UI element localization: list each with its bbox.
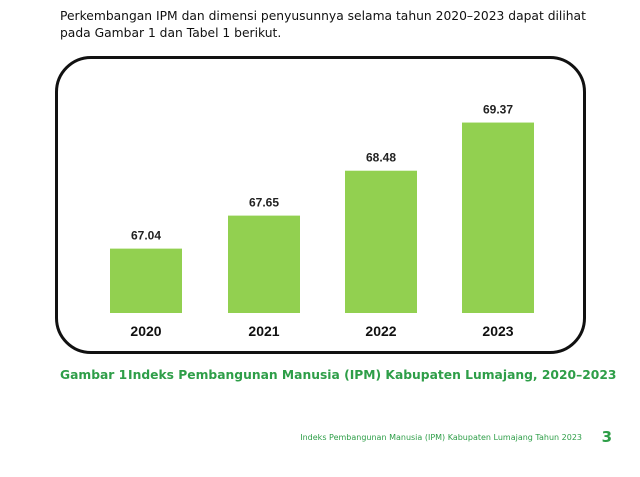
bar-2023 xyxy=(462,122,534,313)
figure-number: Gambar 1 xyxy=(60,368,128,382)
bar-2021 xyxy=(228,215,300,313)
data-label-2020: 67.04 xyxy=(131,229,161,243)
figure-title: Indeks Pembangunan Manusia (IPM) Kabupat… xyxy=(128,368,617,382)
figure-caption: Gambar 1Indeks Pembangunan Manusia (IPM)… xyxy=(60,368,616,382)
footer-text: Indeks Pembangunan Manusia (IPM) Kabupat… xyxy=(300,433,582,442)
bar-2020 xyxy=(110,248,182,313)
x-tick-label-2023: 2023 xyxy=(482,323,513,339)
data-label-2021: 67.65 xyxy=(249,196,279,210)
bar-2022 xyxy=(345,170,417,313)
intro-paragraph: Perkembangan IPM dan dimensi penyusunnya… xyxy=(60,9,586,40)
x-tick-label-2020: 2020 xyxy=(130,323,161,339)
page-number: 3 xyxy=(601,428,612,446)
data-label-2022: 68.48 xyxy=(366,151,396,165)
chart-frame xyxy=(55,56,586,354)
data-label-2023: 69.37 xyxy=(483,103,513,117)
x-tick-label-2022: 2022 xyxy=(365,323,396,339)
x-tick-label-2021: 2021 xyxy=(248,323,279,339)
